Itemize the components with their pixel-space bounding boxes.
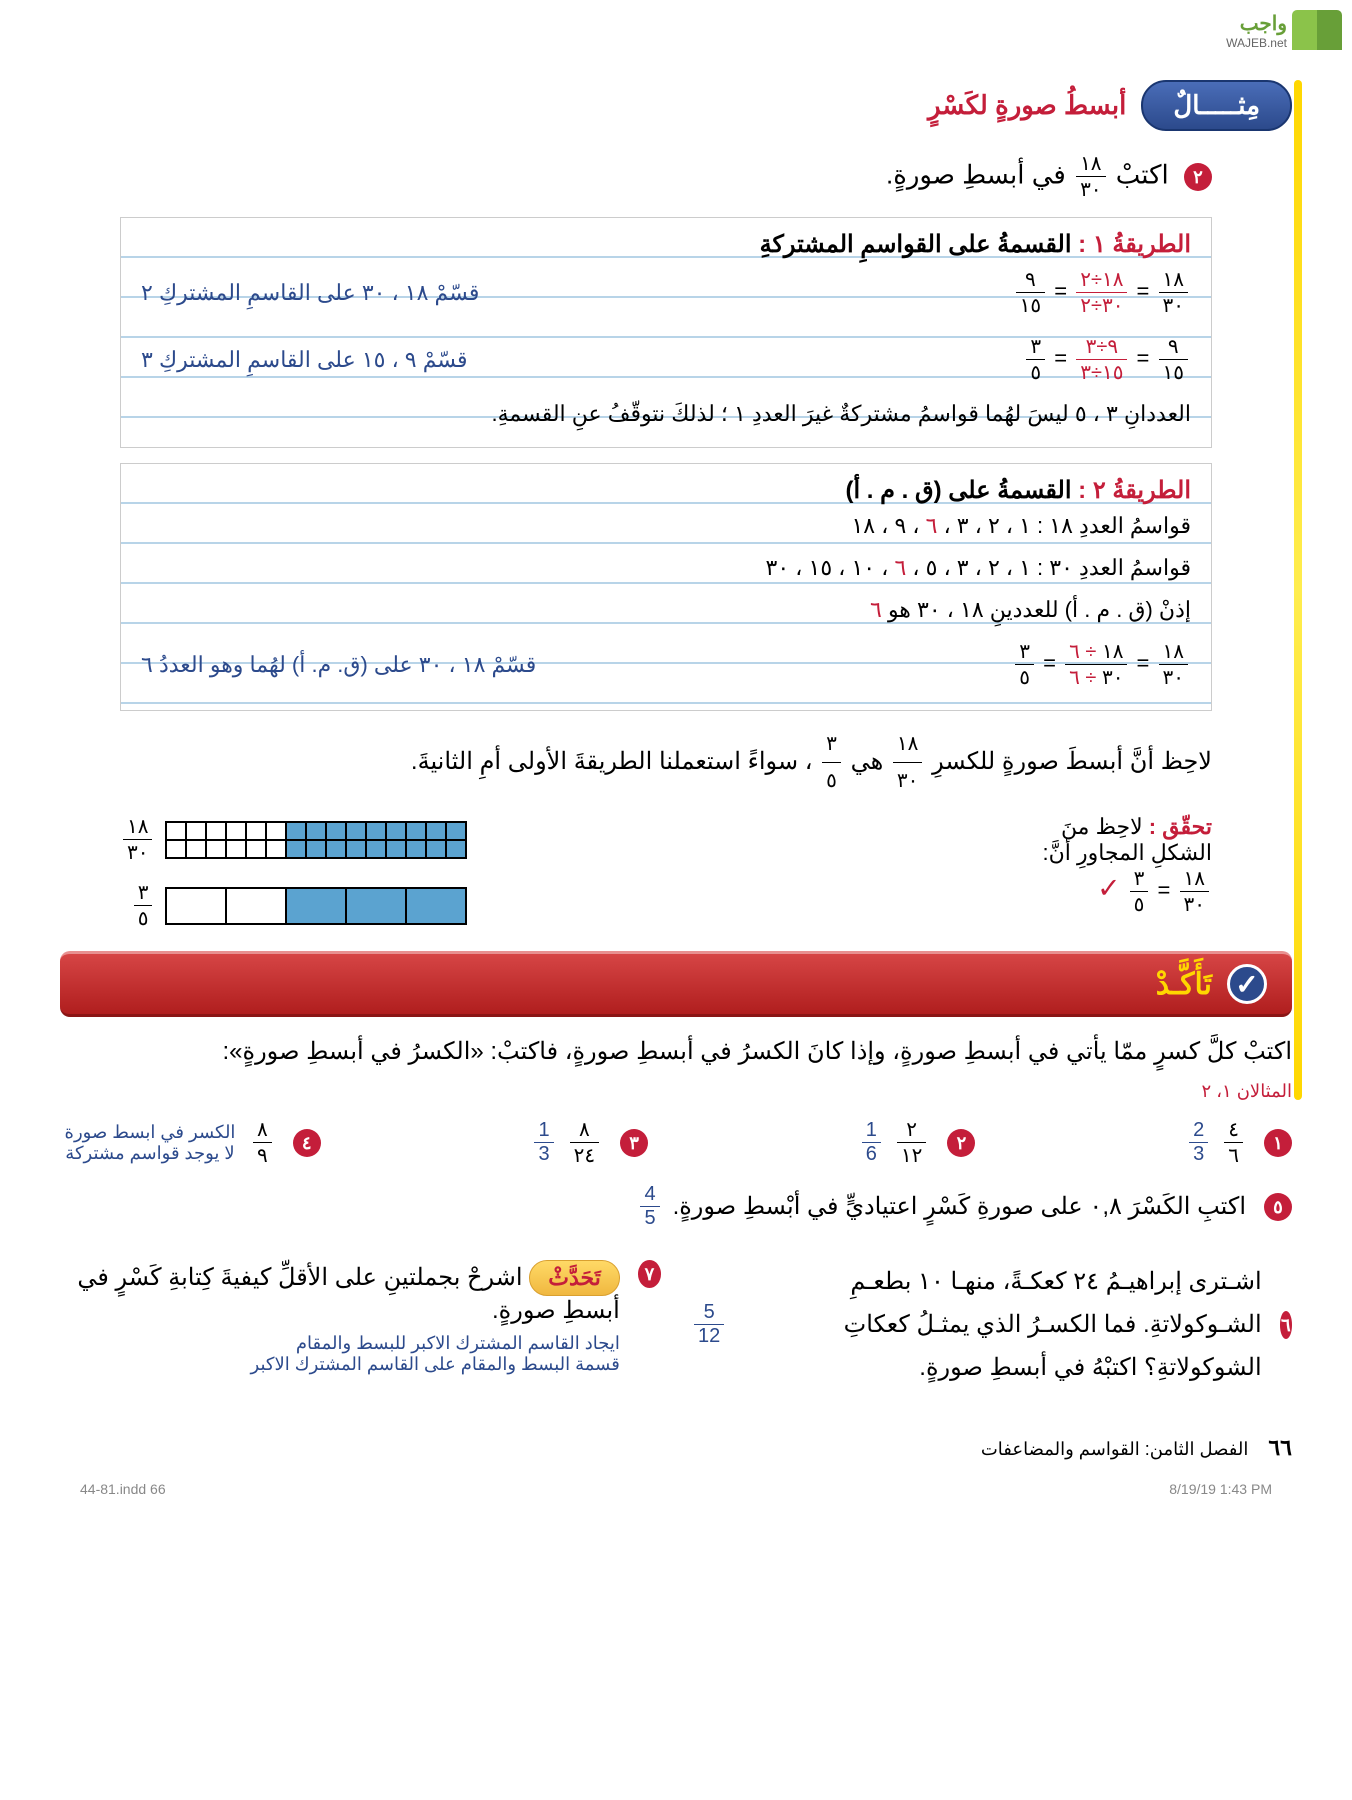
logo-sub: WAJEB.net (1226, 36, 1287, 50)
meta-left: 44-81.indd 66 (80, 1481, 166, 1497)
page-number: ٦٦ (1268, 1435, 1292, 1460)
method-2-calc: ١٨٣٠ = ١٨ ÷ ٦٣٠ ÷ ٦ = ٣٥ قسّمْ ١٨ ، ٣٠ ع… (141, 631, 1191, 698)
confirm-check-icon: ✓ (1227, 964, 1267, 1004)
instruction: اكتبْ كلَّ كسرٍ ممّا يأتي في أبسطِ صورةٍ… (60, 1037, 1292, 1066)
example-subtitle: أبسطُ صورةٍ لكَسْرٍ (928, 90, 1126, 121)
method-2-line-2: قواسمُ العددِ ٣٠ : ١ ، ٢ ، ٣ ، ٥ ، ٦ ، ١… (141, 547, 1191, 589)
exercise-item: ٢ ٢١٢ 16 (859, 1117, 976, 1168)
meta-right: 8/19/19 1:43 PM (1169, 1481, 1272, 1497)
bullet-2: ٢ (1184, 163, 1212, 191)
exercise-5: ٥ اكتبِ الكَسْرَ ٠,٨ على صورةِ كَسْرٍ اع… (60, 1183, 1292, 1230)
problem-statement: ٢ اكتبْ ١٨ ٣٠ في أبسطِ صورةٍ. (60, 151, 1212, 202)
confirm-bar: ✓ تَأَكَّـدْ (60, 951, 1292, 1017)
example-header: مِثـــــالٌ أبسطُ صورةٍ لكَسْرٍ (60, 80, 1292, 131)
logo: واجب WAJEB.net (1226, 10, 1342, 50)
method-1-line-1: ١٨٣٠ = ١٨÷٢٣٠÷٢ = ٩١٥ قسّمْ ١٨ ، ٣٠ على … (141, 259, 1191, 326)
logo-text: واجب (1226, 11, 1287, 36)
check-section: تحقّق : لاحِظ منَ الشكلِ المجاورِ أنَّ: … (120, 814, 1212, 931)
method-2-line-1: قواسمُ العددِ ١٨ : ١ ، ٢ ، ٣ ، ٦ ، ٩ ، ١… (141, 505, 1191, 547)
exercise-item: ٤ ٨٩ الكسر في ابسط صورة لا يوجد قواسم مش… (60, 1117, 321, 1168)
note: لاحِظ أنَّ أبسطَ صورةٍ للكسرِ ١٨٣٠ هي ٣٥… (120, 726, 1212, 799)
method-1-conclusion: العددانِ ٣ ، ٥ ليسَ لهُما قواسمُ مشتركةٌ… (141, 393, 1191, 435)
method-1-line-2: ٩١٥ = ٩÷٣١٥÷٣ = ٣٥ قسّمْ ٩ ، ١٥ على القا… (141, 326, 1191, 393)
bar-visualizations: ١٨٣٠ ٣٥ (120, 814, 467, 931)
problem-suffix: في أبسطِ صورةٍ. (886, 159, 1066, 189)
exercises-row: ١ ٤٦ 23 ٢ ٢١٢ 16 ٣ ٨٢٤ 13 ٤ ٨٩ الكسر في … (60, 1117, 1292, 1168)
check-mark-icon: ✓ (1097, 872, 1120, 903)
problem-prefix: اكتبْ (1116, 159, 1169, 189)
chapter-title: الفصل الثامن: القواسم والمضاعفات (981, 1439, 1249, 1459)
method-2-calc-note: قسّمْ ١٨ ، ٣٠ على (ق. م. أ) لهُما وهو ال… (141, 652, 536, 678)
bar-viz-3-5: ٣٥ (120, 880, 467, 931)
method-2-line-3: إذنْ (ق . م . أ) للعددينِ ١٨ ، ٣٠ هو ٦ (141, 589, 1191, 631)
footer: ٦٦ الفصل الثامن: القواسم والمضاعفات (60, 1435, 1292, 1461)
problem-fraction: ١٨ ٣٠ (1076, 151, 1105, 202)
method-2-box: الطريقةُ ٢ : القسمةُ على (ق . م . أ) قوا… (120, 463, 1212, 711)
exercise-7: ٧ تَحَدَّثْ اشرحْ بجملتينِ على الأقلِّ ك… (60, 1245, 661, 1405)
method-1-title: الطريقةُ ١ : القسمةُ على القواسمِ المشتر… (141, 230, 1191, 259)
exercise-6: ٦ اشـترى إبراهيـمُ ٢٤ كعكـةً، منهـا ١٠ ب… (691, 1245, 1292, 1405)
confirm-label: تَأَكَّـدْ (1156, 967, 1212, 1002)
method-1-note-2: قسّمْ ٩ ، ١٥ على القاسمِ المشتركِ ٣ (141, 347, 468, 373)
bar-viz-18-30: ١٨٣٠ (120, 814, 467, 865)
example-pill: مِثـــــالٌ (1141, 80, 1292, 131)
method-1-box: الطريقةُ ١ : القسمةُ على القواسمِ المشتر… (120, 217, 1212, 448)
print-meta: 44-81.indd 66 8/19/19 1:43 PM (60, 1481, 1292, 1497)
book-icon (1292, 10, 1342, 50)
method-1-note-1: قسّمْ ١٨ ، ٣٠ على القاسمِ المشتركِ ٢ (141, 280, 479, 306)
reference: المثالان ١، ٢ (60, 1081, 1292, 1102)
side-accent-bar (1294, 80, 1302, 1100)
exercise-item: ١ ٤٦ 23 (1186, 1117, 1292, 1168)
method-2-title: الطريقةُ ٢ : القسمةُ على (ق . م . أ) (141, 476, 1191, 505)
talk-pill: تَحَدَّثْ (529, 1260, 620, 1296)
check-text: تحقّق : لاحِظ منَ الشكلِ المجاورِ أنَّ: … (467, 814, 1212, 917)
exercise-item: ٣ ٨٢٤ 13 (531, 1117, 648, 1168)
bottom-exercises: ٦ اشـترى إبراهيـمُ ٢٤ كعكـةً، منهـا ١٠ ب… (60, 1245, 1292, 1405)
